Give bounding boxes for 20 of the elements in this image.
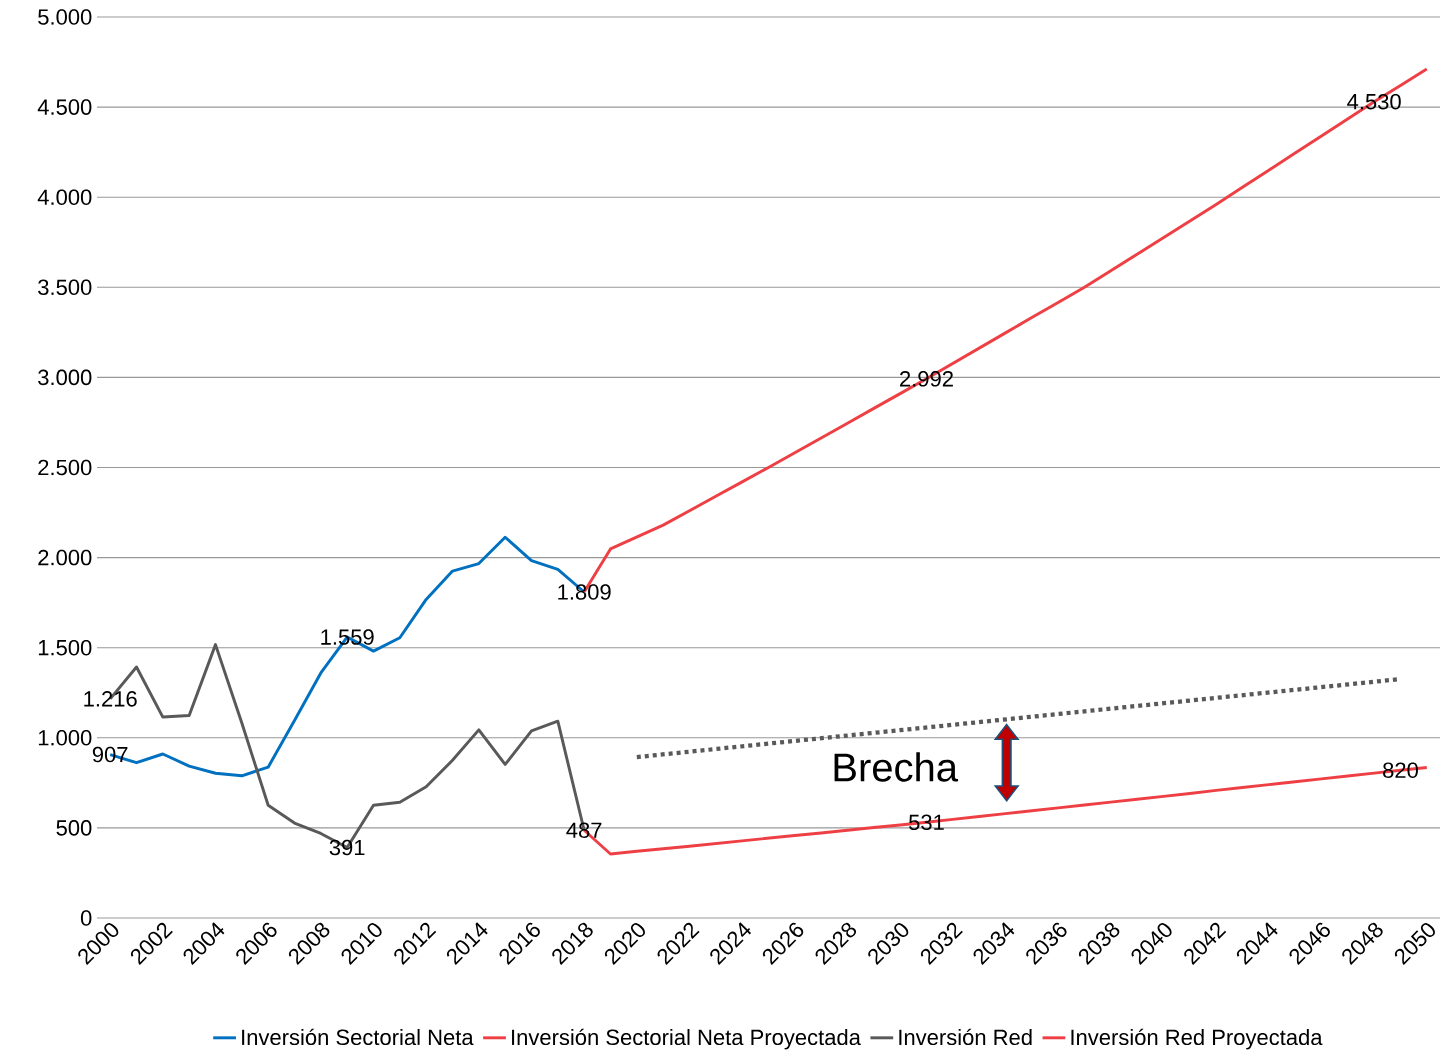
y-tick-label: 1.500 (38, 639, 92, 656)
y-tick-label: 2.000 (38, 549, 92, 566)
data-label: 1.216 (84, 691, 137, 707)
data-label: 1.809 (558, 584, 611, 600)
y-tick-label: 4.500 (37, 99, 92, 115)
legend-label: Inversión Red Proyectada (1071, 1028, 1323, 1050)
y-tick-label: 3.000 (38, 369, 92, 386)
y-tick-label: 5.000 (38, 9, 92, 25)
y-tick-label: 500 (56, 820, 92, 836)
legend-label: Inversión Sectorial Neta (242, 1028, 474, 1046)
y-tick-label: 2.500 (38, 459, 92, 476)
legend-label: Inversión Red (899, 1028, 1032, 1046)
data-label: 907 (92, 746, 128, 763)
data-label: 391 (329, 839, 365, 856)
legend-label: Inversión Sectorial Neta Proyectada (512, 1028, 861, 1050)
y-tick-label: 3.500 (38, 279, 92, 296)
data-label: 1.559 (321, 629, 374, 645)
y-tick-label: 1.000 (38, 729, 92, 746)
annotation: Brecha (834, 752, 959, 782)
y-tick-label: 4.000 (37, 189, 92, 205)
